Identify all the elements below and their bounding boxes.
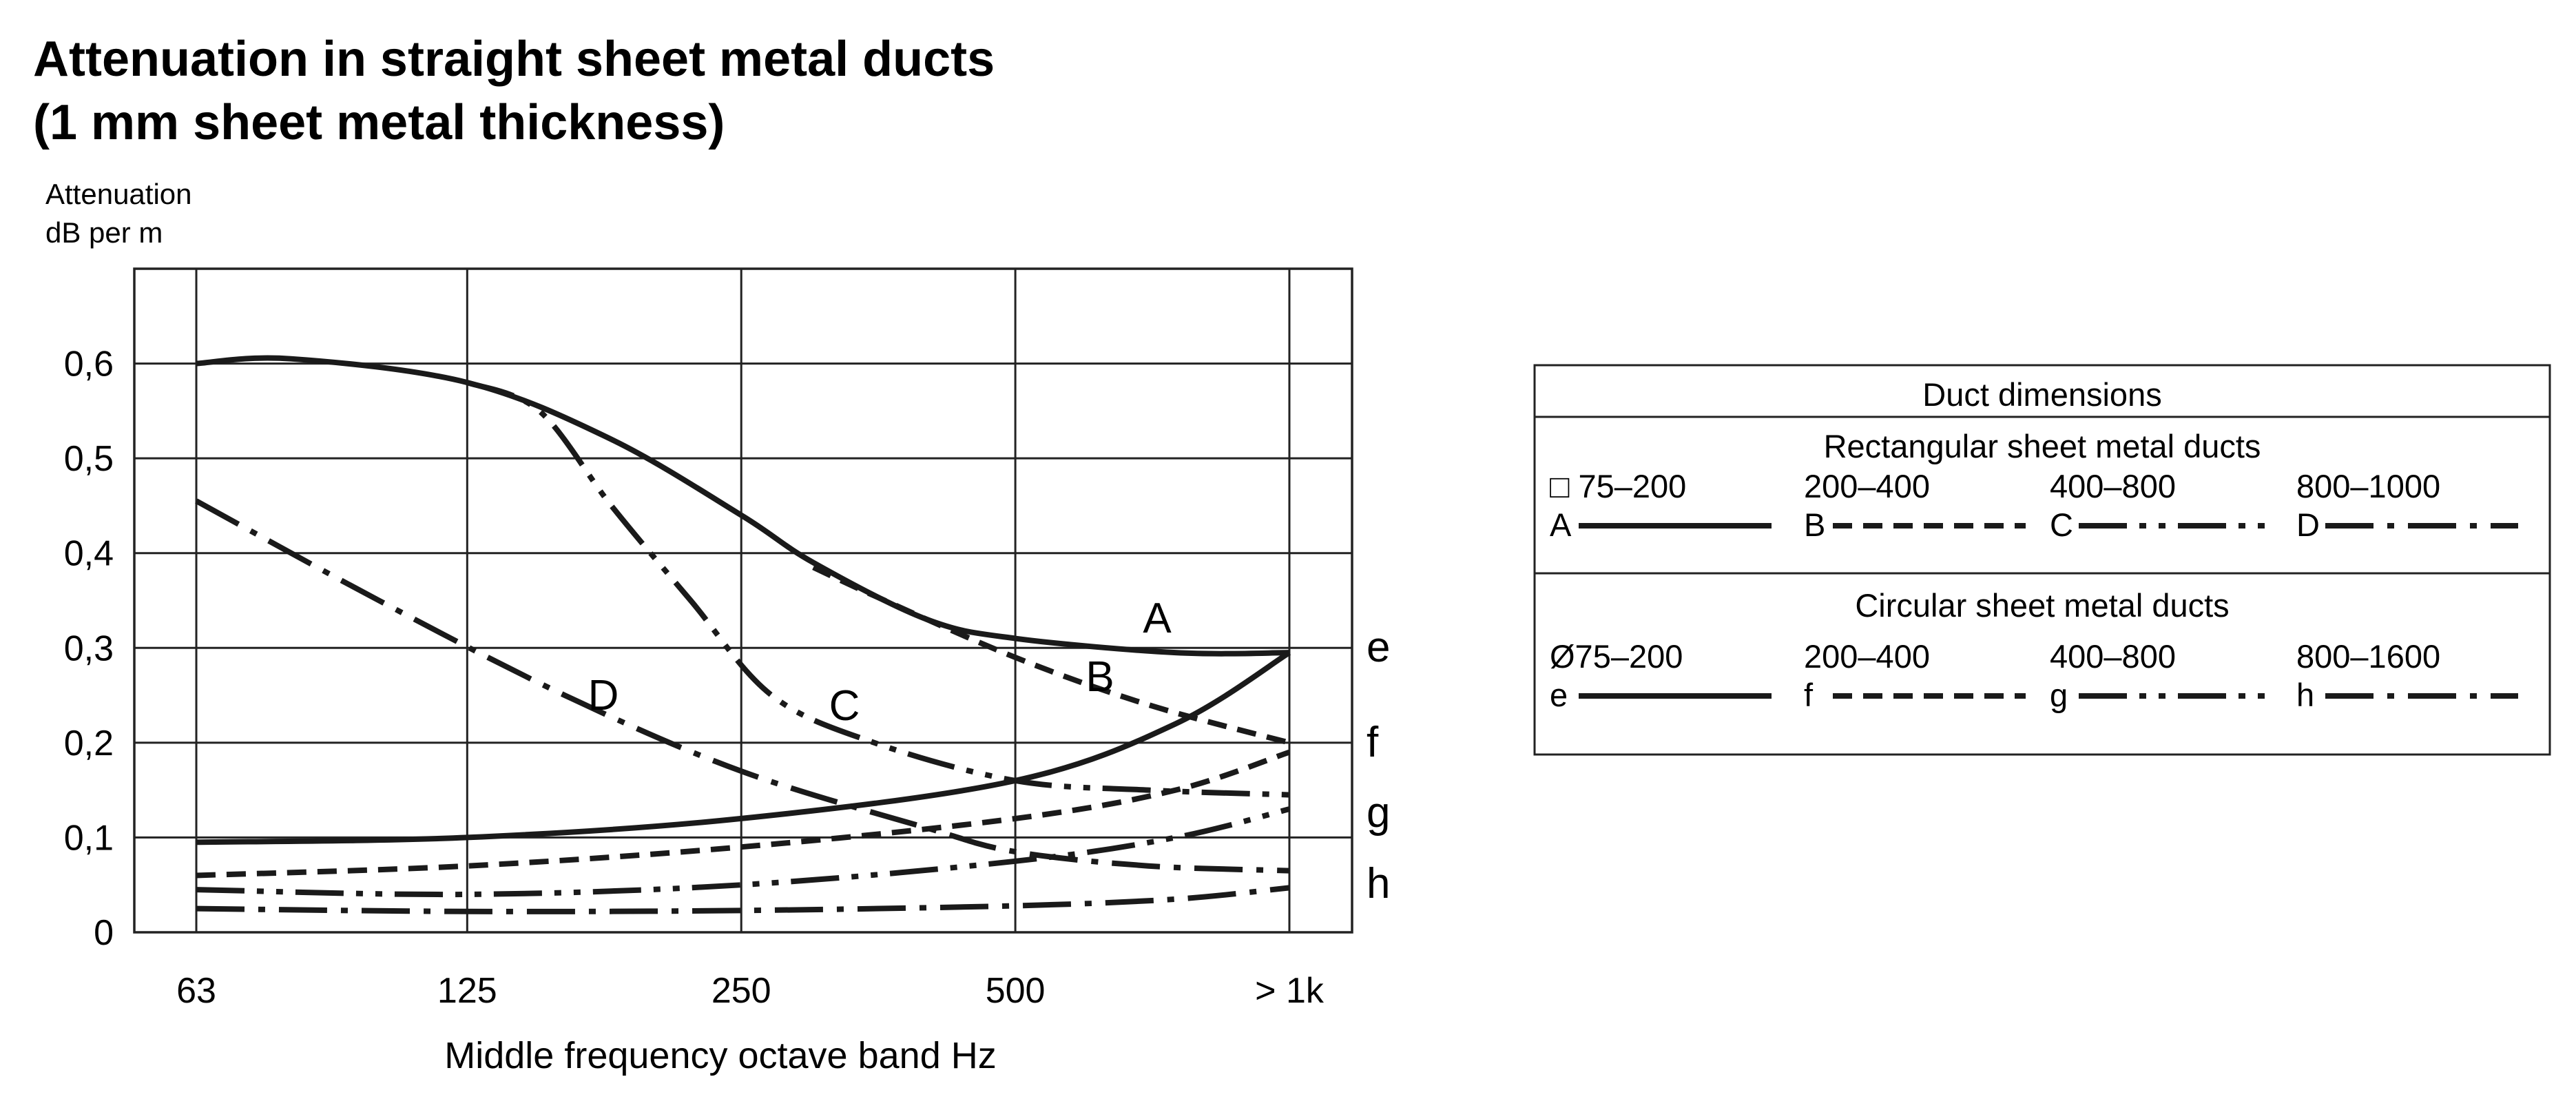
y-tick-label: 0,6 [64,345,114,384]
x-tick-label: > 1k [1255,971,1325,1011]
legend-header: Duct dimensions [1922,376,2161,413]
y-tick-label: 0,4 [64,534,114,574]
series-line-B [812,564,1291,746]
legend-box: Duct dimensions Rectangular sheet metal d… [1533,364,2551,756]
legend-section-title: Rectangular sheet metal ducts [1824,428,2261,464]
legend-range-label: 400–800 [2050,638,2176,675]
curve-label-f: f [1367,719,1379,766]
curve-label-h: h [1367,860,1390,907]
series-line-D [195,498,1290,874]
curve-label-B: B [1086,653,1114,701]
legend-letter: e [1550,677,1568,713]
legend-section-title: Circular sheet metal ducts [1855,587,2229,624]
legend-range-label: 400–800 [2050,468,2176,504]
curve-label-e: e [1367,624,1390,671]
legend-letter: f [1804,677,1814,713]
legend-range-label: 800–1000 [2296,468,2440,504]
legend-range-label: 800–1600 [2296,638,2440,675]
y-tick-label: 0 [94,913,114,953]
x-tick-label: 63 [176,971,216,1011]
y-axis-label-line-2: dB per m [45,216,163,249]
legend-frame [1533,364,2551,756]
plot-frame [133,267,1353,934]
legend-range-label: Ø75–200 [1550,638,1683,675]
curve-label-D: D [588,672,619,719]
y-tick-label: 0,1 [64,818,114,858]
legend-range-label: □ 75–200 [1550,468,1686,504]
series-line-A [196,355,1290,657]
curve-label-A: A [1143,595,1172,642]
legend-letter: D [2296,506,2320,543]
series-line-e [196,650,1291,845]
x-axis-label: Middle frequency octave band Hz [444,1035,996,1076]
legend-letter: h [2296,677,2314,713]
chart-title-line-2: (1 mm sheet metal thickness) [33,95,725,150]
x-tick-label: 250 [711,971,771,1011]
y-axis-label-line-1: Attenuation [45,178,192,210]
legend-range-label: 200–400 [1804,468,1930,504]
legend-range-label: 200–400 [1804,638,1930,675]
curve-label-C: C [829,682,860,730]
legend-letter: C [2050,506,2073,543]
y-tick-label: 0,3 [64,628,114,668]
x-tick-label: 125 [437,971,497,1011]
x-tick-label: 500 [986,971,1046,1011]
series-line-f [196,749,1291,879]
legend-letter: B [1804,506,1825,543]
plot-area: 0 0,1 0,2 0,3 0,4 0,5 0,6 63 125 250 500 > 1k AB C De f… [64,267,1390,1011]
y-tick-label: 0,5 [64,439,114,479]
legend-letter: A [1550,506,1572,543]
series-line-g [196,806,1290,898]
series-line-h [196,885,1290,914]
curve-label-g: g [1367,789,1390,837]
series-line-C [466,380,1290,798]
chart-title-line-1: Attenuation in straight sheet metal duct… [33,32,995,87]
legend-letter: g [2050,677,2068,713]
y-tick-label: 0,2 [64,724,114,763]
